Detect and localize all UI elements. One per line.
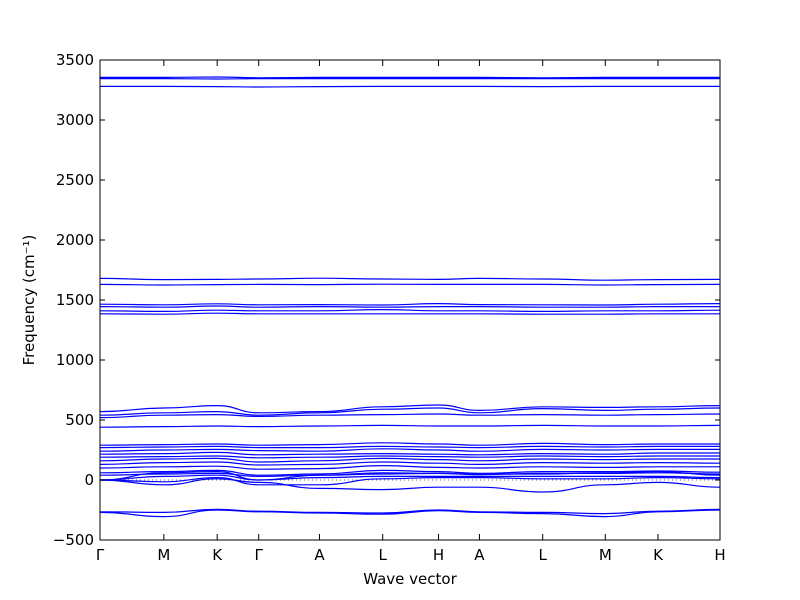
x-tick-label: L [379,546,388,564]
x-tick-label: K [653,546,664,564]
y-tick-label: 0 [84,471,94,489]
band-line [99,448,720,452]
band-line [99,478,721,493]
x-axis-label: Wave vector [363,570,457,588]
band-line [99,445,720,449]
band-line [99,404,721,414]
band-line [99,312,720,315]
y-tick-label: 3500 [56,51,94,69]
band-line [99,413,721,419]
band-line [99,455,720,459]
band-line [99,461,721,466]
x-tick-label: K [212,546,223,564]
x-tick-label: H [433,546,444,564]
band-line [99,277,721,281]
x-tick-label: A [474,546,485,564]
y-tick-label: 1000 [56,351,94,369]
band-line [99,474,721,481]
band-line [99,457,720,463]
band-line [99,470,721,481]
band-line [99,442,720,446]
y-tick-label: 1500 [56,291,94,309]
band-lines [99,76,721,518]
x-tick-label: L [539,546,548,564]
band-line [99,283,721,286]
band-line [99,407,721,416]
band-line [99,451,720,456]
band-line [99,76,720,79]
x-tick-label: M [599,546,612,564]
y-tick-label: 500 [65,411,94,429]
y-tick-label: 2000 [56,231,94,249]
x-tick-label: Γ [96,546,105,564]
band-line [99,308,721,313]
band-line [99,424,721,428]
band-line [99,85,720,88]
x-tick-label: H [714,546,725,564]
y-tick-label: 3000 [56,111,94,129]
y-tick-label: −500 [53,531,94,549]
x-tick-label: A [314,546,325,564]
band-line [99,464,720,470]
y-axis: −500 0 500 1000 1500 2000 2500 3000 3500 [53,51,720,549]
band-line [99,508,721,515]
y-axis-label: Frequency (cm⁻¹) [20,235,38,366]
band-line [99,469,721,476]
x-tick-label: M [157,546,170,564]
band-line [99,509,721,518]
band-line [99,476,721,486]
y-tick-label: 2500 [56,171,94,189]
band-line [99,302,721,306]
band-line [99,305,720,308]
x-tick-label: Γ [255,546,264,564]
